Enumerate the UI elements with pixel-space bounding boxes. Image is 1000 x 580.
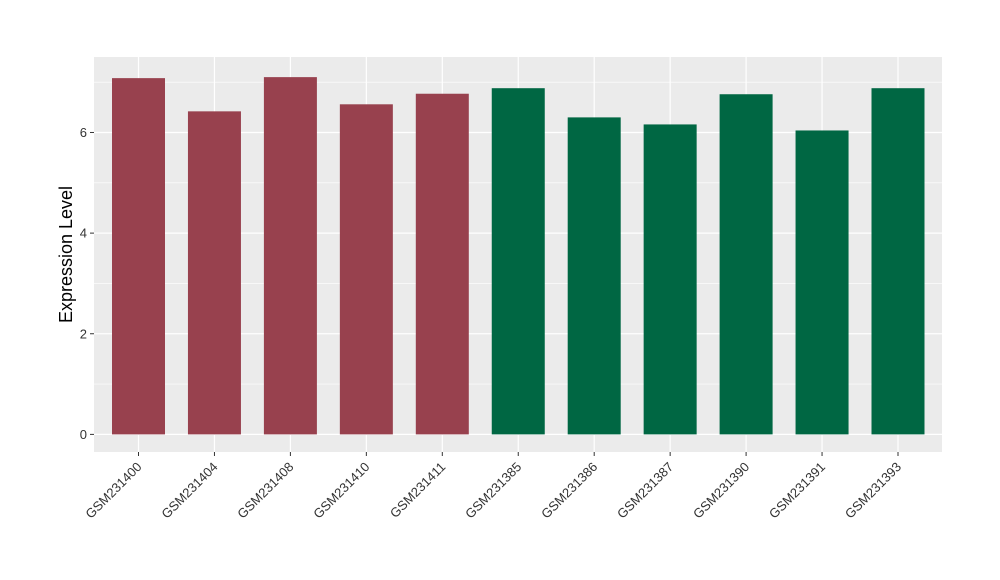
bar-GSM231387 <box>643 124 697 435</box>
bar-GSM231385 <box>491 88 545 435</box>
x-tick-label: GSM231386 <box>538 459 600 521</box>
x-tick-label: GSM231387 <box>614 459 676 521</box>
bar-GSM231410 <box>339 104 393 435</box>
y-tick-label: 2 <box>80 326 87 341</box>
bars <box>112 77 925 435</box>
bar-GSM231411 <box>415 93 469 435</box>
y-tick-label: 4 <box>80 226 87 241</box>
bar-GSM231391 <box>795 130 849 435</box>
bar-GSM231390 <box>719 94 773 435</box>
bar-GSM231400 <box>112 78 165 435</box>
x-tick-label: GSM231390 <box>690 459 752 521</box>
x-tick-label: GSM231393 <box>842 459 904 521</box>
x-tick-label: GSM231391 <box>766 459 828 521</box>
x-tick-label: GSM231385 <box>462 459 524 521</box>
y-tick-label: 0 <box>80 427 87 442</box>
bar-GSM231404 <box>187 111 241 435</box>
x-tick-label: GSM231410 <box>310 459 372 521</box>
y-axis-title: Expression Level <box>56 186 76 323</box>
x-axis-ticks: GSM231400 GSM231404 GSM231408 GSM231410 GSM2… <box>82 452 904 521</box>
x-tick-label: GSM231411 <box>387 459 449 521</box>
bar-GSM231408 <box>263 77 317 435</box>
y-axis-ticks: 0 2 4 6 <box>80 125 94 442</box>
x-tick-label: GSM231400 <box>82 459 144 521</box>
bar-GSM231386 <box>567 117 621 435</box>
y-tick-label: 6 <box>80 125 87 140</box>
x-tick-label: GSM231408 <box>234 459 296 521</box>
x-tick-label: GSM231404 <box>158 459 220 521</box>
bar-GSM231393 <box>871 88 925 435</box>
